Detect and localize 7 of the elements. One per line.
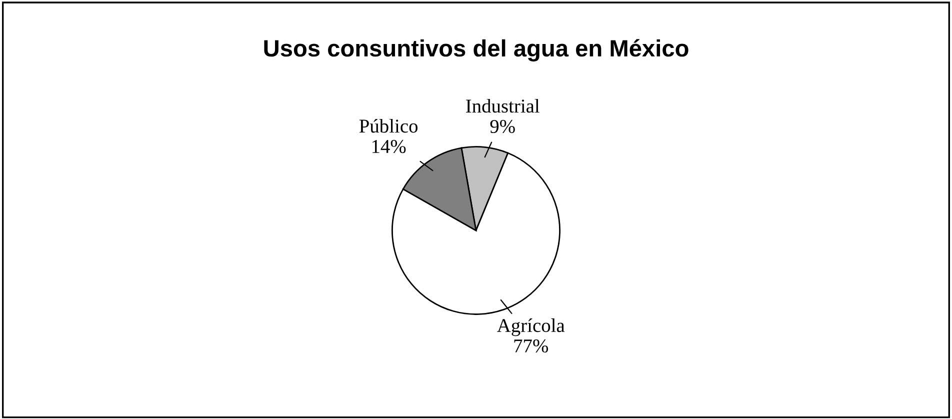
chart-title: Usos consuntivos del agua en México bbox=[264, 39, 688, 62]
data-label: 14% bbox=[372, 140, 406, 154]
slice-label: Agrícola bbox=[497, 318, 565, 336]
data-label: 9% bbox=[490, 120, 515, 134]
data-label: 77% bbox=[514, 339, 548, 353]
slice-label: Industrial bbox=[466, 99, 540, 113]
slice-label: Público bbox=[359, 118, 418, 133]
